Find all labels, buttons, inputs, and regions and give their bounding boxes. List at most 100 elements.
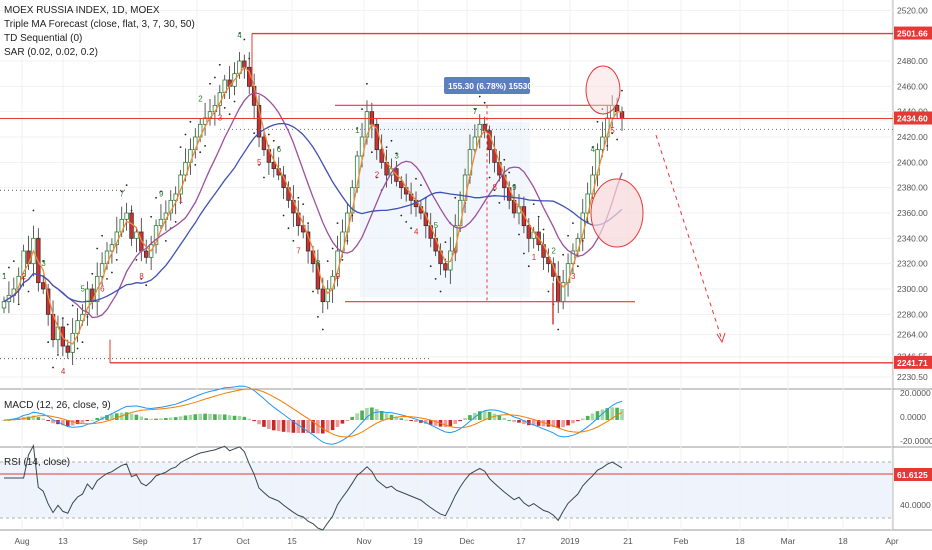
macd-histogram-bar: [237, 415, 242, 420]
time-tick-label: 19: [413, 536, 423, 546]
macd-histogram-bar: [129, 413, 134, 420]
macd-histogram-bar: [350, 416, 355, 420]
sar-dot: [71, 304, 74, 307]
sar-dot: [326, 260, 329, 263]
sar-dot: [164, 239, 167, 242]
td-count-up: 5: [80, 285, 85, 294]
sar-dot: [282, 214, 285, 217]
macd-histogram-bar: [75, 420, 80, 425]
macd-histogram-bar: [404, 419, 408, 421]
candle-body: [600, 136, 605, 151]
sar-dot: [101, 234, 103, 237]
macd-histogram-bar: [507, 419, 511, 421]
td-count-down: 7: [296, 247, 301, 256]
candle-body: [256, 104, 262, 138]
macd-histogram-bar: [139, 416, 144, 420]
sar-dot: [81, 341, 84, 344]
rsi-tick-label: 40.0000: [900, 500, 931, 510]
macd-histogram-bar: [536, 420, 541, 426]
macd-histogram-bar: [468, 415, 472, 420]
sar-dot: [66, 323, 69, 326]
price-tick-label: 2320.00: [897, 259, 928, 269]
sar-dot: [473, 108, 476, 111]
candle-body: [21, 250, 26, 277]
td-sequential-marks: 1 2 3 4 5 6 7 8 9 1 2 3 4 5 6 7 8 9 1 2 3 4 5 6 7 8 9 1 2 3 4 5: [2, 31, 615, 376]
td-count-down: 8: [492, 183, 497, 192]
macd-histogram-bar: [473, 412, 477, 420]
macd-line: [3, 385, 623, 445]
macd-histogram-bar: [41, 418, 46, 420]
sar-dot: [263, 176, 265, 179]
sar-dot: [356, 127, 359, 130]
sar-dot: [493, 189, 496, 192]
time-tick-label: Apr: [885, 536, 898, 546]
time-tick-label: 18: [735, 536, 745, 546]
macd-histogram-bar: [286, 420, 291, 433]
macd-histogram-bar: [571, 420, 575, 424]
sar-dot: [218, 63, 221, 66]
macd-histogram-bar: [615, 407, 619, 420]
sar-dot: [243, 38, 246, 41]
sar-dot: [410, 227, 412, 230]
price-tag-label: 2434.60: [897, 114, 928, 124]
sar-dot: [199, 151, 202, 154]
macd-histogram-bar: [330, 420, 335, 431]
td-count-down: 2: [375, 171, 380, 180]
td-count-up: 9: [512, 183, 517, 192]
sar-dot: [420, 184, 422, 187]
td-count-up: 6: [277, 145, 282, 154]
macd-histogram-bar: [414, 420, 418, 422]
sar-dot: [12, 260, 15, 263]
sar-dot: [120, 190, 123, 193]
candles: [1, 52, 625, 365]
rsi-series: [0, 443, 893, 531]
macd-histogram-bar: [281, 420, 286, 432]
sar-dot: [42, 260, 45, 263]
macd-histogram-bar: [600, 409, 605, 420]
macd-histogram-bar: [546, 420, 551, 427]
sar-dot: [106, 277, 108, 280]
sar-dot: [267, 133, 270, 136]
macd-tick-label: 20.0000: [900, 388, 931, 398]
macd-histogram-bar: [360, 410, 364, 420]
macd-histogram-bar: [164, 418, 168, 420]
candle-body: [492, 149, 497, 163]
time-tick-label: Mar: [781, 536, 796, 546]
macd-histogram-bar: [487, 412, 492, 420]
macd-histogram-bar: [355, 413, 359, 420]
sar-dot: [429, 265, 432, 268]
sar-dot: [527, 265, 530, 268]
macd-histogram-bar: [252, 420, 256, 422]
macd-histogram-bar: [316, 420, 320, 434]
forecast-arrow: [655, 134, 723, 341]
macd-histogram-bar: [51, 420, 55, 424]
td-count-down: 2: [22, 272, 27, 281]
sar-dot: [400, 214, 403, 217]
legend-rsi: RSI (14, close): [4, 457, 70, 468]
macd-histogram-bar: [218, 414, 222, 420]
macd-histogram-bar: [115, 413, 119, 420]
highlight-circle-bottom: [590, 178, 644, 248]
td-count-up: 7: [120, 190, 125, 199]
td-count-up: 3: [41, 259, 46, 268]
sar-dot: [297, 196, 300, 199]
sar-dot: [209, 82, 211, 85]
macd-series: [2, 385, 624, 445]
macd-histogram-bar: [325, 420, 330, 433]
rsi-line: [4, 443, 623, 531]
price-tick-label: 2380.00: [897, 183, 928, 193]
rsi-tag: [894, 468, 932, 481]
sar-dot: [258, 163, 260, 166]
macd-panel[interactable]: [0, 390, 893, 446]
sar-dot: [591, 146, 594, 149]
macd-histogram-bar: [424, 420, 428, 424]
macd-histogram-bar: [203, 413, 207, 420]
sar-dot: [111, 271, 113, 274]
sar-dot: [518, 233, 520, 236]
macd-histogram-bar: [61, 420, 65, 426]
sar-dot: [317, 315, 319, 318]
price-tick-label: 2280.00: [897, 309, 928, 319]
candle-body: [99, 263, 105, 277]
sar-dot: [361, 108, 363, 111]
